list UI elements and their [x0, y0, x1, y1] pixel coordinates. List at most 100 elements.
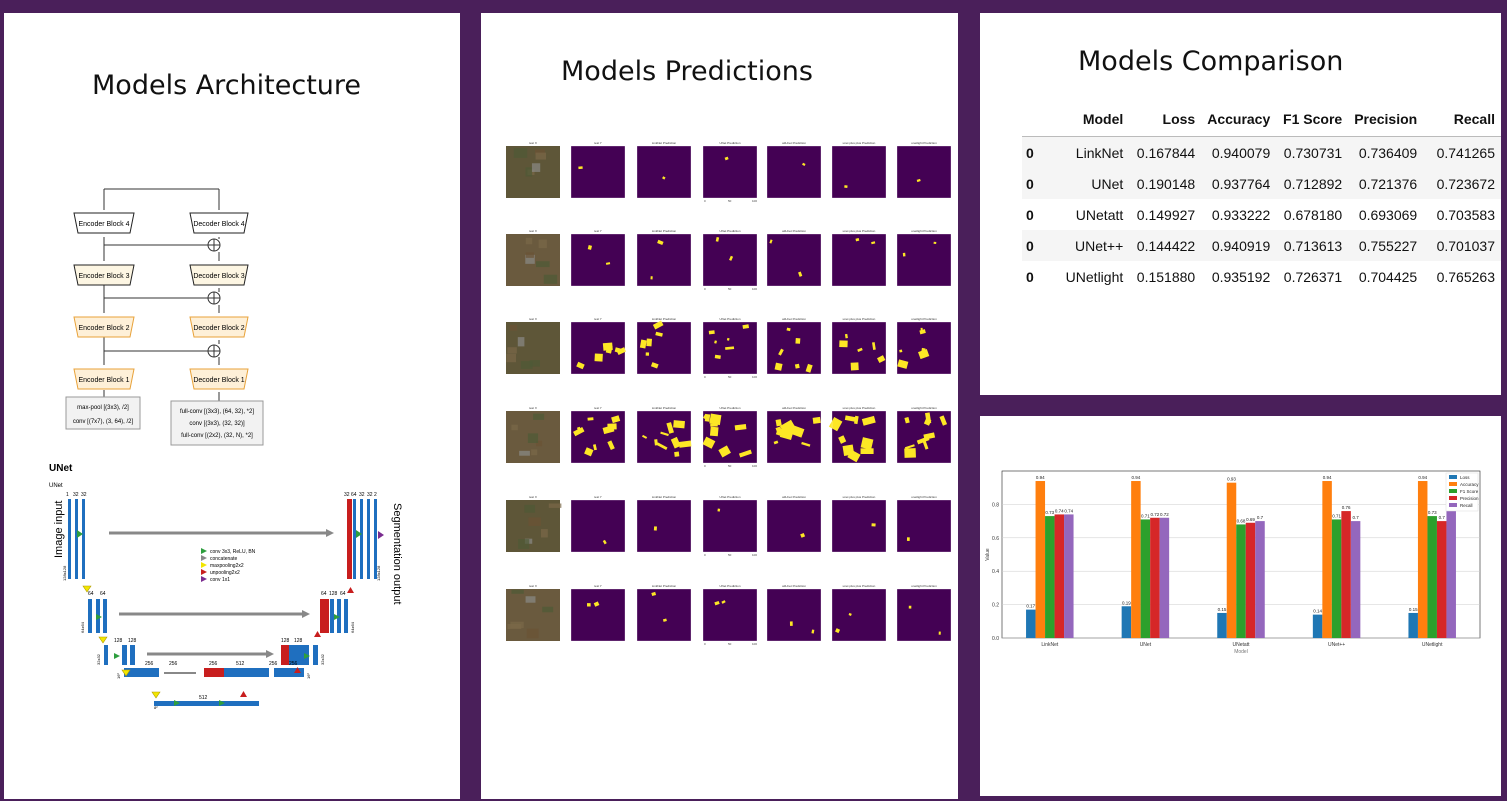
- predicted-segment: [708, 330, 715, 335]
- unet-ch-label: 64: [351, 492, 357, 498]
- decoder-block-1-label: Decoder Block 1: [193, 377, 244, 384]
- predicted-segment: [918, 348, 930, 360]
- legend-label: Precision: [1460, 496, 1479, 501]
- prediction-mask-thumbnail: [637, 234, 691, 286]
- predicted-segment: [798, 271, 803, 277]
- satellite-texture: [548, 503, 562, 508]
- thumbnail-frame: [702, 588, 758, 642]
- prediction-mask-thumbnail: [767, 411, 821, 463]
- satellite-texture: [528, 517, 541, 526]
- header-recall: Recall: [1423, 108, 1501, 137]
- thumbnail-caption: unet plus plus Prediction: [843, 141, 876, 145]
- predicted-segment: [576, 361, 585, 370]
- thumbnail-caption: unet plus plus Prediction: [843, 584, 876, 588]
- predicted-segment: [860, 448, 874, 455]
- architecture-figure: Encoder Block 4 Encoder Block 3 Encoder …: [49, 188, 403, 710]
- thumbnail-caption: unet plus plus Prediction: [843, 229, 876, 233]
- table-cell: 0.693069: [1358, 206, 1418, 223]
- table-cell: 0: [1022, 230, 1048, 261]
- thumbnail-caption: UNet Prediction: [719, 141, 740, 145]
- table-cell: UNetatt: [1075, 206, 1124, 223]
- thumbnail-caption: UNet Prediction: [719, 584, 740, 588]
- predicted-segment: [584, 447, 594, 457]
- y-axis-label: Value: [985, 548, 991, 561]
- bar: [1140, 519, 1151, 638]
- table-cell: 0.703583: [1436, 206, 1495, 223]
- bar-value-label: 0.76: [1342, 505, 1351, 510]
- decoder-block-3-label: Decoder Block 3: [193, 273, 244, 280]
- predicted-segment: [662, 176, 666, 180]
- unet-res-label: 64x64: [80, 621, 85, 633]
- thumbnail-tick-label: 100: [752, 199, 757, 203]
- input-block-line-2: conv [(7x7), (3, 64), /2]: [73, 419, 134, 425]
- unet-legend-item: concatenate: [210, 556, 237, 562]
- table-row: 0 LinkNet 0.167844 0.940079 0.730731 0.7…: [1022, 136, 1501, 168]
- bar-value-label: 0.69: [1246, 517, 1255, 522]
- unet-legend-item: conv 1x1: [210, 577, 230, 583]
- table-cell: 0.935192: [1211, 268, 1271, 285]
- thumbnail-caption: test Y: [594, 584, 602, 588]
- predicted-segment: [666, 422, 674, 434]
- satellite-texture: [527, 433, 539, 444]
- x-tick-label: UNet: [1140, 642, 1152, 648]
- thumbnail-caption: UNet Prediction: [719, 495, 740, 499]
- bar: [1417, 481, 1428, 638]
- predicted-segment: [922, 440, 929, 450]
- predicted-segment: [602, 539, 607, 545]
- table-row: 0 UNetatt 0.149927 0.933222 0.678180 0.6…: [1022, 199, 1501, 230]
- predicted-segment: [844, 415, 857, 422]
- prediction-mask-thumbnail: [571, 500, 625, 552]
- predicted-segment: [652, 320, 664, 330]
- unet-res-label: 16²: [116, 673, 121, 679]
- thumbnail-caption: attUnet Prediction: [782, 317, 806, 321]
- predicted-segment: [811, 629, 815, 634]
- predicted-segment: [872, 342, 876, 350]
- bar: [1159, 517, 1170, 638]
- satellite-texture: [511, 424, 518, 431]
- table-cell: 0: [1026, 268, 1034, 285]
- table-cell: 0.721376: [1348, 168, 1424, 199]
- satellite-texture: [525, 254, 535, 264]
- thumbnail-tick-label: 100: [752, 642, 757, 646]
- unet-res-label: 32x32: [320, 653, 325, 665]
- thumbnail-frame: [896, 321, 952, 375]
- prediction-mask-thumbnail: [897, 500, 951, 552]
- satellite-texture: [538, 239, 547, 249]
- thumbnail-frame: [831, 499, 887, 553]
- unet-ch-label: 64: [340, 591, 346, 597]
- table-cell: 0.755227: [1348, 230, 1424, 261]
- linknet-diagram: Encoder Block 4 Encoder Block 3 Encoder …: [65, 188, 264, 446]
- thumbnail-caption: unetlight Prediction: [911, 229, 937, 233]
- bar-value-label: 0.7: [1352, 515, 1359, 520]
- satellite-texture: [535, 152, 547, 160]
- predicted-segment: [933, 241, 937, 245]
- table-cell: 0.741265: [1423, 136, 1501, 168]
- unet-diagram: UNet UNet Image input Segmentation outpu…: [49, 463, 403, 710]
- comparison-title: Models Comparison: [1078, 46, 1344, 77]
- legend-swatch: [1449, 475, 1457, 479]
- predicted-segment: [774, 362, 783, 371]
- unet-res-label: 128x128: [376, 565, 381, 581]
- predicted-segment: [674, 451, 680, 457]
- predicted-segment: [904, 444, 915, 450]
- predicted-segment: [718, 445, 731, 458]
- comparison-panel: Models Comparison Model Loss Accuracy F1…: [980, 13, 1501, 395]
- thumbnail-caption: test Y: [594, 229, 602, 233]
- predicted-segment: [593, 601, 600, 607]
- predicted-segment: [902, 252, 906, 257]
- unet-ch-label: 32: [81, 492, 87, 498]
- predicted-segment: [738, 449, 752, 458]
- predicted-segment: [906, 537, 910, 542]
- predicted-segment: [775, 419, 782, 427]
- legend-swatch: [1449, 496, 1457, 500]
- prediction-mask-thumbnail: [571, 234, 625, 286]
- thumbnail-frame: [702, 321, 758, 375]
- satellite-texture: [513, 148, 528, 158]
- predicted-segment: [801, 441, 811, 447]
- satellite-texture: [531, 163, 541, 172]
- prediction-mask-thumbnail: [832, 146, 886, 198]
- predicted-segment: [938, 631, 941, 635]
- predicted-segment: [802, 162, 806, 166]
- table-cell: 0.736409: [1348, 136, 1424, 168]
- predicted-segment: [655, 331, 663, 337]
